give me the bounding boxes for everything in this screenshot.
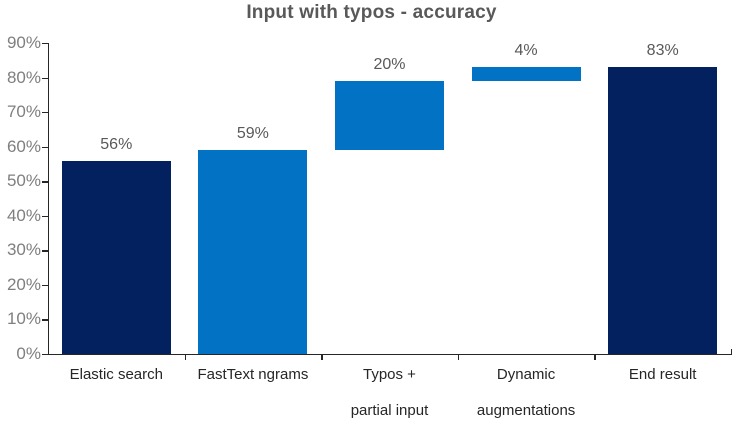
- y-axis-tick: [42, 146, 48, 149]
- x-axis-tick: [457, 354, 460, 360]
- x-category-label-line: Dynamic: [496, 366, 556, 383]
- y-tick-label: 50%: [6, 171, 41, 191]
- y-tick-label: 0%: [16, 344, 41, 363]
- x-axis-tick: [594, 354, 596, 360]
- x-category-label-dynamic-augmentations: Dynamic augmentations: [458, 357, 595, 429]
- x-axis-tick: [184, 354, 186, 360]
- y-tick-label: 40%: [6, 205, 41, 225]
- x-category-label-fasttext-ngrams: FastText ngrams: [185, 357, 322, 393]
- x-axis-line: [48, 354, 732, 356]
- x-axis-tick: [321, 354, 323, 360]
- y-tick-label: 20%: [6, 274, 41, 294]
- y-axis-tick: [42, 354, 48, 356]
- bar-dynamic-augmentations: [471, 67, 581, 81]
- x-category-label-line: partial input: [350, 402, 429, 419]
- y-axis-tick: [42, 181, 48, 183]
- bar-label-elastic-search: 56%: [100, 135, 133, 153]
- y-tick-label: 10%: [6, 309, 41, 329]
- y-axis-tick: [42, 43, 48, 45]
- y-tick-label: 70%: [6, 102, 41, 122]
- x-category-label-line: End result: [628, 366, 697, 383]
- y-axis-line: [48, 43, 50, 354]
- y-axis-tick: [42, 284, 48, 287]
- y-axis-tick: [42, 215, 48, 218]
- bar-label-fasttext-ngrams: 59%: [236, 125, 269, 143]
- bar-fasttext-ngrams: [198, 150, 308, 354]
- y-tick-label: 80%: [6, 67, 41, 87]
- y-axis-tick: [42, 250, 48, 252]
- y-axis-tick: [42, 319, 48, 321]
- y-tick-label: 60%: [6, 136, 41, 156]
- x-category-label-line: Typos +: [363, 366, 416, 383]
- x-category-label-elastic-search: Elastic search: [48, 357, 185, 393]
- bar-end-result: [608, 67, 718, 354]
- x-category-label-end-result: End result: [594, 357, 731, 393]
- bar-label-end-result: 83%: [646, 42, 679, 60]
- y-tick-label: 30%: [6, 240, 41, 260]
- x-category-label-line: FastText ngrams: [197, 366, 309, 383]
- x-category-label-line: Elastic search: [69, 366, 163, 383]
- chart-title: Input with typos - accuracy: [246, 2, 497, 23]
- bar-typos-partial-input: [335, 81, 444, 151]
- y-tick-label: 90%: [6, 33, 41, 52]
- y-axis-tick: [42, 112, 48, 114]
- x-axis-end-tick: [731, 349, 733, 355]
- bar-label-typos-partial-input: 20%: [373, 56, 406, 73]
- bar-elastic-search: [61, 160, 171, 354]
- bar-label-dynamic-augmentations: 4%: [514, 42, 538, 60]
- x-category-label-typos-partial-input: Typos + partial input: [321, 357, 458, 429]
- y-axis-tick: [42, 77, 48, 79]
- x-category-label-line: augmentations: [476, 402, 576, 419]
